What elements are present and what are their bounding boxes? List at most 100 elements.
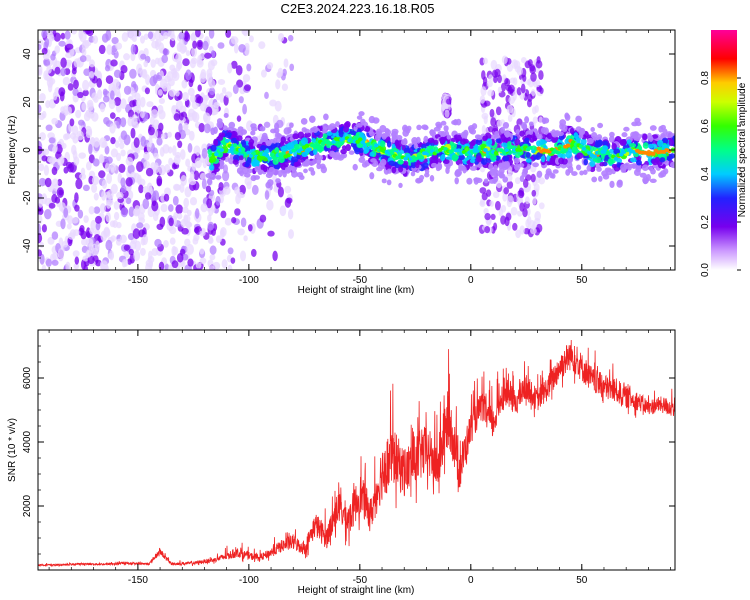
spectrogram-dot: [507, 86, 513, 95]
spectrogram-dot: [327, 125, 334, 131]
spectrogram-dot: [281, 83, 289, 91]
spectrogram-dot: [59, 155, 65, 164]
spectrogram-dot: [136, 98, 141, 109]
spectrogram-dot: [103, 227, 111, 238]
spectrogram-dot: [214, 152, 219, 157]
spectrogram-dot: [565, 143, 571, 148]
x-tick-label: 50: [576, 275, 588, 286]
spectrogram-dot: [484, 225, 491, 234]
spectrogram-dot: [83, 111, 91, 122]
spectrogram-dot: [520, 83, 526, 94]
spectrogram-dot: [590, 132, 598, 139]
spectrogram-dot: [479, 95, 486, 104]
spectrogram-dot: [506, 104, 514, 114]
spectrogram-dot: [219, 159, 225, 166]
spectrogram-dot: [492, 169, 500, 177]
snr-axes: -150 -100 -50 0 50 2000 4000 6000: [22, 329, 675, 586]
spectrogram-dot: [531, 189, 537, 197]
spectrogram-dot: [495, 138, 502, 144]
spectrogram-dot: [75, 109, 82, 119]
spectrogram-dot: [45, 124, 53, 132]
spectrogram-dot: [451, 120, 458, 125]
spectrogram-dot: [195, 30, 201, 38]
spectrogram-dot: [565, 169, 571, 176]
spectrogram-dot: [558, 157, 565, 165]
y-tick-label: -20: [22, 190, 33, 205]
spectrogram-dot: [201, 178, 207, 190]
spectrogram-dot: [96, 89, 103, 100]
spectrogram-dot: [84, 54, 92, 62]
spectrogram-dot: [208, 235, 213, 244]
spectrogram-dot: [157, 89, 163, 96]
spectrogram-dot: [648, 166, 654, 171]
spectrogram-dot: [596, 134, 603, 141]
spectrogram-dot: [444, 109, 450, 118]
spectrogram-dot: [522, 178, 529, 188]
spectrogram-dot: [93, 137, 100, 148]
spectrogram-dot: [277, 32, 285, 42]
spectrogram-dot: [236, 115, 242, 122]
spectrogram-dot: [105, 212, 111, 223]
spectrogram-dot: [232, 84, 239, 95]
spectrogram-dot: [239, 250, 247, 262]
spectrogram-dot: [530, 72, 537, 82]
spectrogram-dot: [502, 155, 510, 162]
spectrogram-dot: [308, 115, 316, 123]
spectrogram-dot: [260, 145, 267, 151]
spectrogram-dot: [259, 126, 266, 132]
spectrogram-dot: [555, 150, 560, 155]
spectrogram-dot: [100, 260, 109, 270]
spectrogram-dot: [189, 33, 198, 41]
spectrogram-dot: [58, 189, 64, 196]
spectrogram-dot: [398, 166, 404, 173]
spectrogram-dot: [304, 143, 310, 148]
spectrogram-dot: [219, 229, 225, 239]
spectrogram-dot: [221, 259, 228, 269]
spectrogram-dot: [446, 98, 451, 105]
spectrogram-dot: [634, 117, 641, 123]
spectrogram-dot: [534, 105, 539, 113]
spectrogram-dot: [256, 155, 262, 160]
spectrogram-dot: [175, 53, 182, 64]
spectrogram-dot: [497, 162, 505, 170]
spectrogram-dot: [132, 121, 140, 129]
spectrogram-dot: [501, 55, 508, 65]
spectrogram-dot: [503, 130, 510, 137]
spectrogram-dot: [103, 116, 110, 125]
spectrogram-dot: [153, 152, 159, 159]
spectrogram-dot: [500, 82, 507, 92]
spectrogram-dot: [506, 180, 514, 189]
spectrogram-dot: [657, 139, 664, 147]
spectrogram-dot: [338, 127, 344, 135]
spectrogram-dot: [99, 103, 106, 113]
spectrogram-dot: [116, 191, 124, 200]
spectrogram-dot: [259, 214, 267, 223]
spectrogram-dot: [266, 62, 274, 70]
spectrogram-dot: [147, 256, 155, 263]
spectrogram-dot: [415, 161, 420, 169]
spectrogram-dot: [274, 100, 282, 112]
spectrogram-dot: [422, 162, 429, 169]
spectrogram-dot: [162, 48, 170, 56]
spectrogram-dot: [318, 145, 323, 152]
x-tick-label: -50: [353, 575, 368, 586]
spectrogram-dot: [169, 237, 176, 245]
spectrogram-dot: [607, 158, 614, 165]
spectrogram-dot: [532, 116, 538, 124]
spectrogram-dot: [197, 54, 203, 66]
spectrogram-dot: [162, 143, 170, 154]
spectrogram-dot: [517, 210, 523, 217]
spectrogram-dot: [445, 162, 451, 170]
spectrogram-dot: [536, 133, 543, 140]
spectrogram-dot: [80, 230, 87, 240]
spectrogram-dot: [91, 175, 100, 186]
spectrogram-dot: [592, 154, 597, 159]
spectrogram-dot: [312, 125, 319, 134]
spectrogram-dot: [38, 177, 46, 187]
spectrogram-dot: [209, 245, 217, 255]
spectrogram-dot: [527, 215, 532, 226]
spectrogram-dot: [641, 164, 649, 171]
spectrogram-dot: [536, 140, 541, 147]
spectrogram-dot: [278, 152, 283, 157]
spectrogram-dot: [221, 87, 227, 94]
